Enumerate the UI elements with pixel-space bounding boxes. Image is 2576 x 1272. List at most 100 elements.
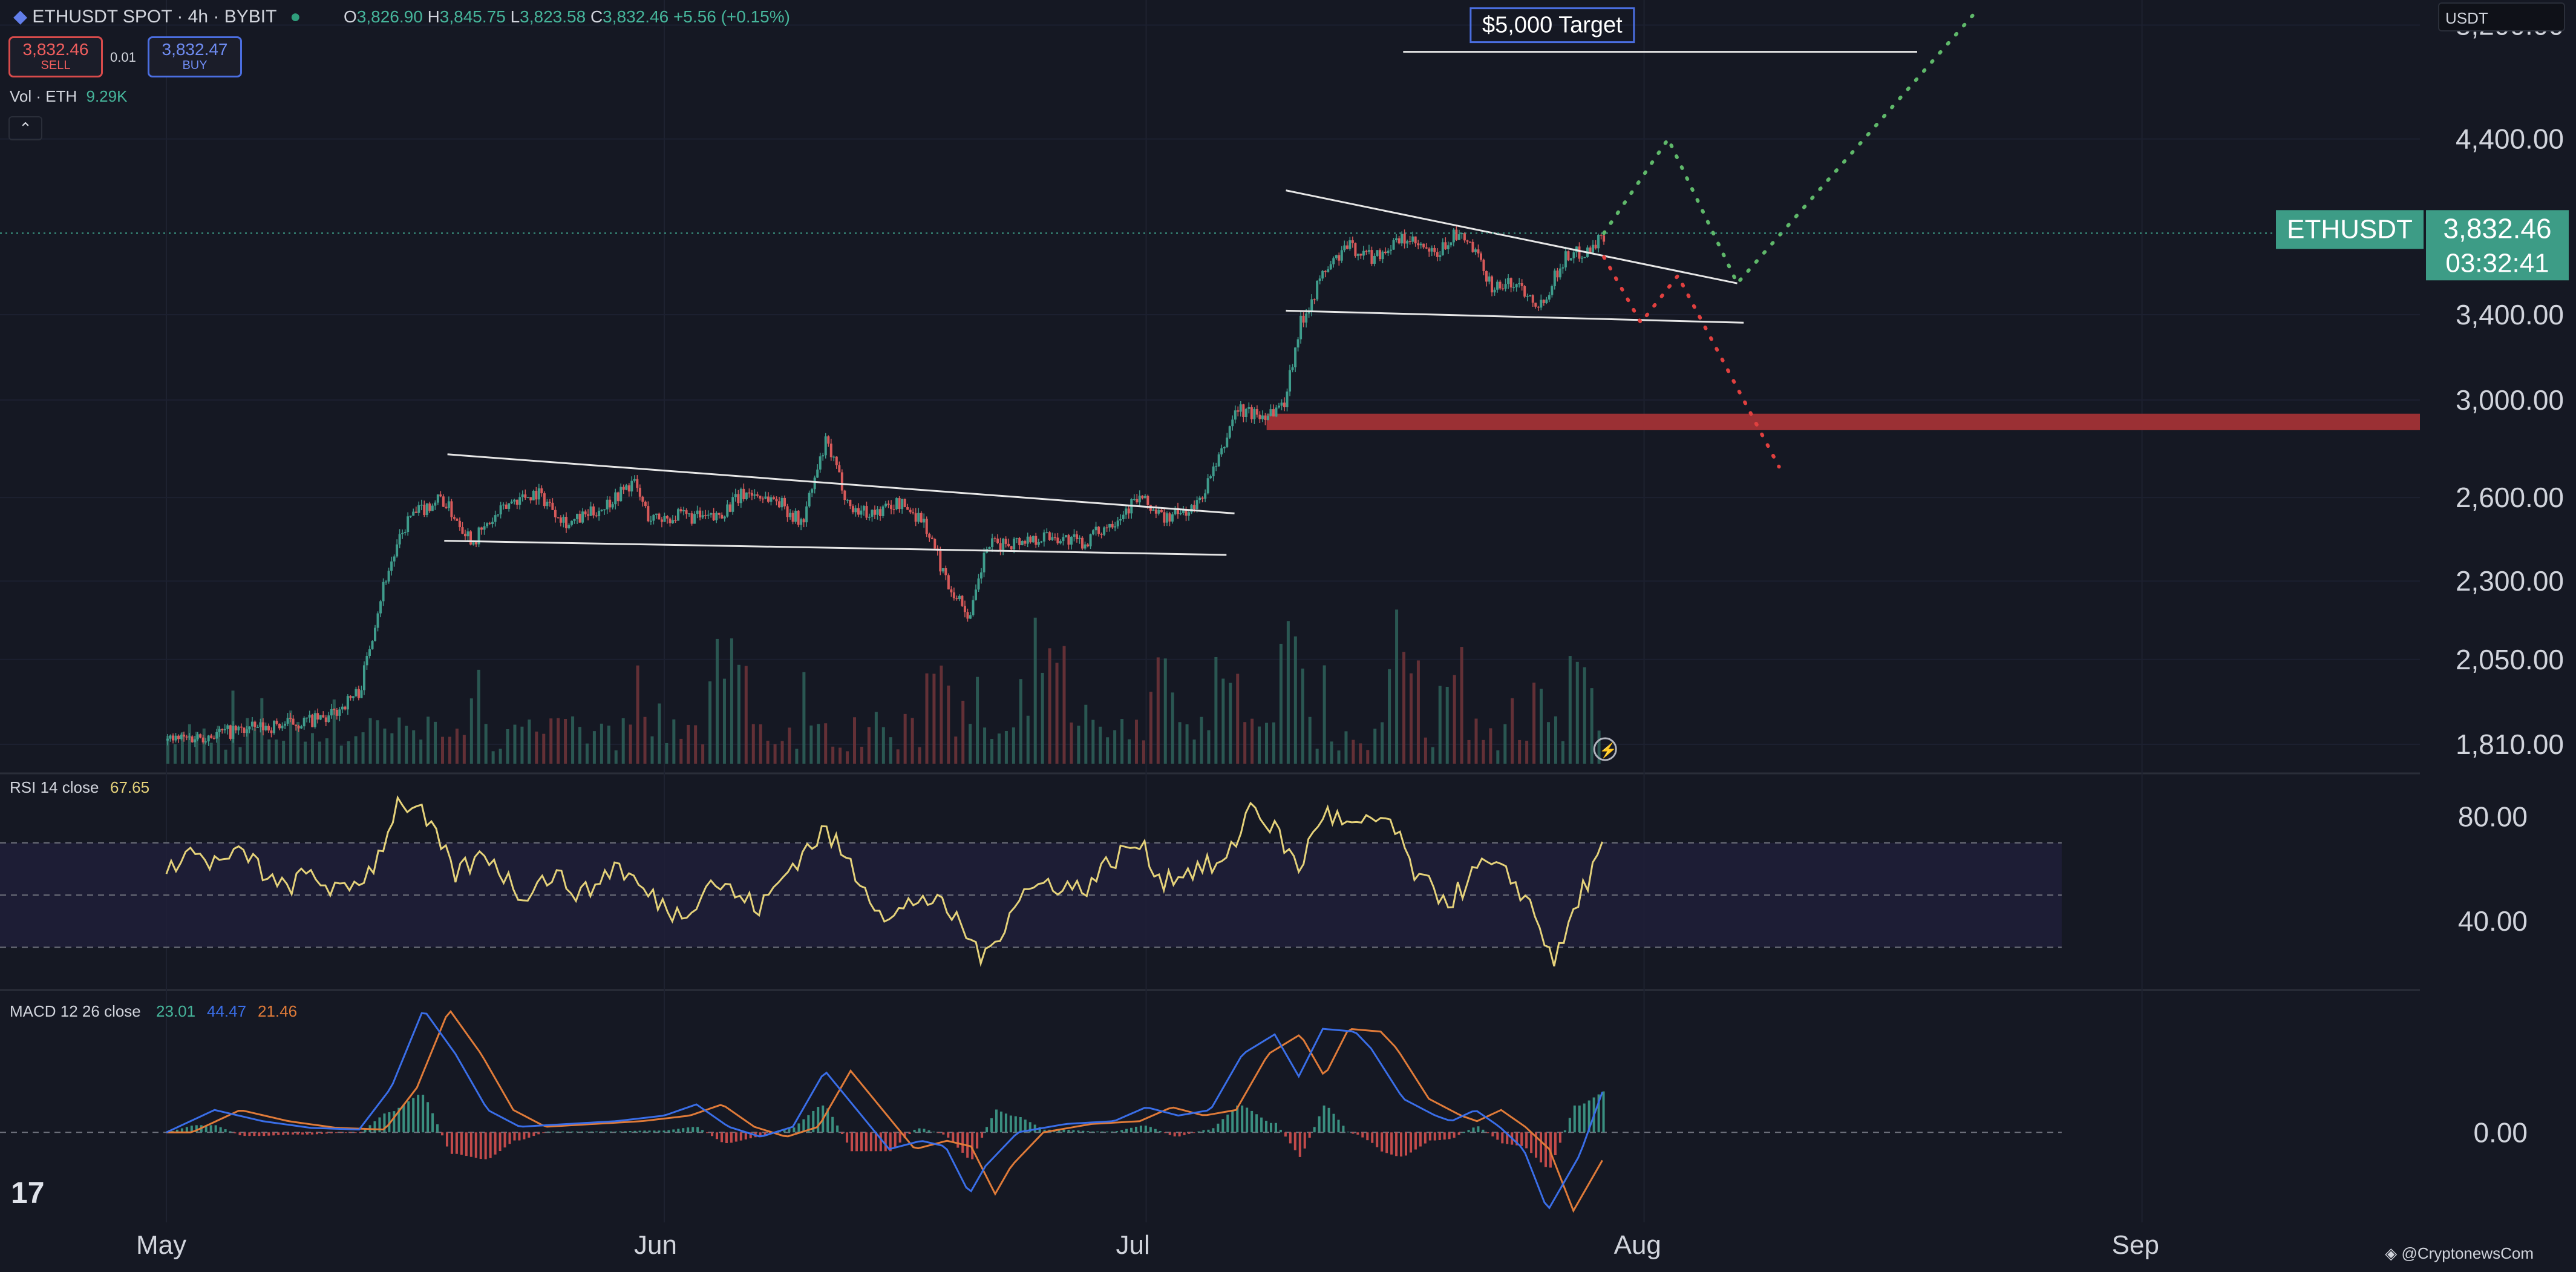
symbol-header[interactable]: ◆ ETHUSDT SPOT · 4h · BYBIT ● — [13, 6, 301, 27]
macd-histogram-bar — [378, 1117, 381, 1133]
candle-body — [1373, 255, 1376, 264]
candles — [166, 226, 1606, 747]
candle-body — [941, 568, 944, 572]
candle-body — [398, 534, 401, 545]
candle-body — [1504, 284, 1507, 289]
volume-bar — [1546, 722, 1550, 764]
macd-histogram-bar — [1144, 1126, 1147, 1133]
volume-bar — [687, 724, 690, 764]
macd-histogram-bar — [691, 1127, 695, 1133]
symbol-tag — [2276, 210, 2424, 249]
candle-body — [1496, 281, 1499, 290]
candle-body — [1463, 233, 1466, 241]
collapse-legend-button[interactable]: ⌃ — [8, 116, 42, 140]
bearish-projection-path — [1602, 255, 1781, 469]
ohlc-readout: O3,826.90 H3,845.75 L3,823.58 C3,832.46 … — [344, 7, 790, 26]
candle-body — [1411, 236, 1414, 242]
volume-bar — [282, 741, 286, 764]
macd-histogram-bar — [942, 1132, 945, 1135]
volume-bar — [549, 718, 553, 764]
candle-body — [860, 510, 863, 515]
macd-histogram-bar — [720, 1132, 723, 1143]
candle-body — [977, 578, 980, 590]
candle-body — [1269, 409, 1272, 416]
countdown-label: 03:32:41 — [2445, 248, 2549, 278]
candle-body — [1081, 537, 1084, 549]
volume-bar — [1026, 715, 1030, 764]
candle-body — [581, 511, 584, 523]
symbol-line: ETHUSDT SPOT · 4h · BYBIT — [32, 7, 276, 27]
candle-body — [728, 504, 731, 512]
macd-histogram-bar — [412, 1098, 415, 1133]
volume-bar — [1149, 692, 1152, 764]
candle-body — [351, 696, 355, 698]
candle-body — [901, 499, 904, 510]
macd-histogram-bar — [258, 1132, 261, 1136]
currency-select[interactable]: USDT — [2438, 2, 2565, 31]
candle-body — [988, 546, 991, 549]
candle-body — [679, 509, 682, 512]
macd-histogram-bar — [1424, 1132, 1427, 1144]
candle-body — [952, 592, 955, 598]
volume-bar — [1518, 739, 1522, 764]
macd-histogram-bar — [1265, 1121, 1268, 1133]
macd-histogram-bar — [234, 1132, 237, 1133]
candle-body — [1553, 270, 1556, 286]
volume-bar — [997, 733, 1001, 764]
macd-histogram-bar — [831, 1116, 834, 1133]
candle-body — [600, 510, 603, 511]
macd-histogram-bar — [1433, 1132, 1436, 1141]
candle-body — [1217, 454, 1220, 467]
tradingview-logo-icon[interactable]: 17 — [11, 1176, 45, 1210]
macd-histogram-bar — [1024, 1120, 1027, 1133]
candle-body — [1564, 251, 1567, 267]
volume-bar — [361, 732, 365, 764]
candle-body — [696, 510, 699, 514]
macd-histogram-bar — [1298, 1132, 1301, 1157]
candle-body — [1316, 280, 1319, 300]
volume-legend[interactable]: Vol · ETH 9.29K — [10, 87, 127, 106]
candle-body — [928, 534, 931, 538]
volume-bar — [874, 712, 878, 764]
candle-body — [789, 513, 792, 517]
buy-button[interactable]: 3,832.47 BUY — [148, 36, 242, 77]
volume-bar — [1409, 673, 1413, 764]
candle-body — [780, 497, 783, 508]
candle-body — [1127, 508, 1130, 514]
candle-body — [1307, 312, 1310, 314]
volume-bars — [166, 609, 1601, 764]
candle-body — [513, 499, 516, 502]
candle-body — [794, 510, 797, 522]
candle-body — [221, 729, 224, 730]
sell-button[interactable]: 3,832.46 SELL — [8, 36, 103, 77]
macd-histogram-bar — [841, 1132, 844, 1135]
volume-bar — [419, 739, 423, 764]
candle-body — [1436, 252, 1439, 257]
macd-histogram-bar — [1269, 1123, 1272, 1133]
volume-bar — [195, 732, 198, 764]
volume-bar — [795, 749, 799, 764]
candle-body — [1398, 238, 1401, 244]
candle-body — [660, 519, 663, 522]
candle-body — [759, 496, 762, 499]
candle-body — [1540, 300, 1543, 308]
candle-body — [1425, 247, 1428, 249]
macd-histogram-bar — [455, 1132, 458, 1154]
volume-bar — [1229, 683, 1232, 764]
volume-bar — [1163, 658, 1167, 764]
volume-bar — [1373, 729, 1377, 764]
candle-body — [491, 522, 494, 524]
volume-bar — [1134, 720, 1138, 764]
macd-histogram-bar — [1202, 1130, 1205, 1133]
volume-bar — [889, 737, 892, 764]
candle-body — [436, 494, 439, 503]
candle-body — [603, 509, 606, 511]
candle-body — [1114, 526, 1117, 528]
candle-body — [292, 718, 295, 725]
macd-histogram-bar — [253, 1132, 256, 1136]
macd-histogram-bar — [812, 1110, 815, 1133]
volume-bar — [1359, 743, 1362, 764]
candle-body — [1037, 542, 1040, 545]
candle-body — [1045, 532, 1048, 534]
